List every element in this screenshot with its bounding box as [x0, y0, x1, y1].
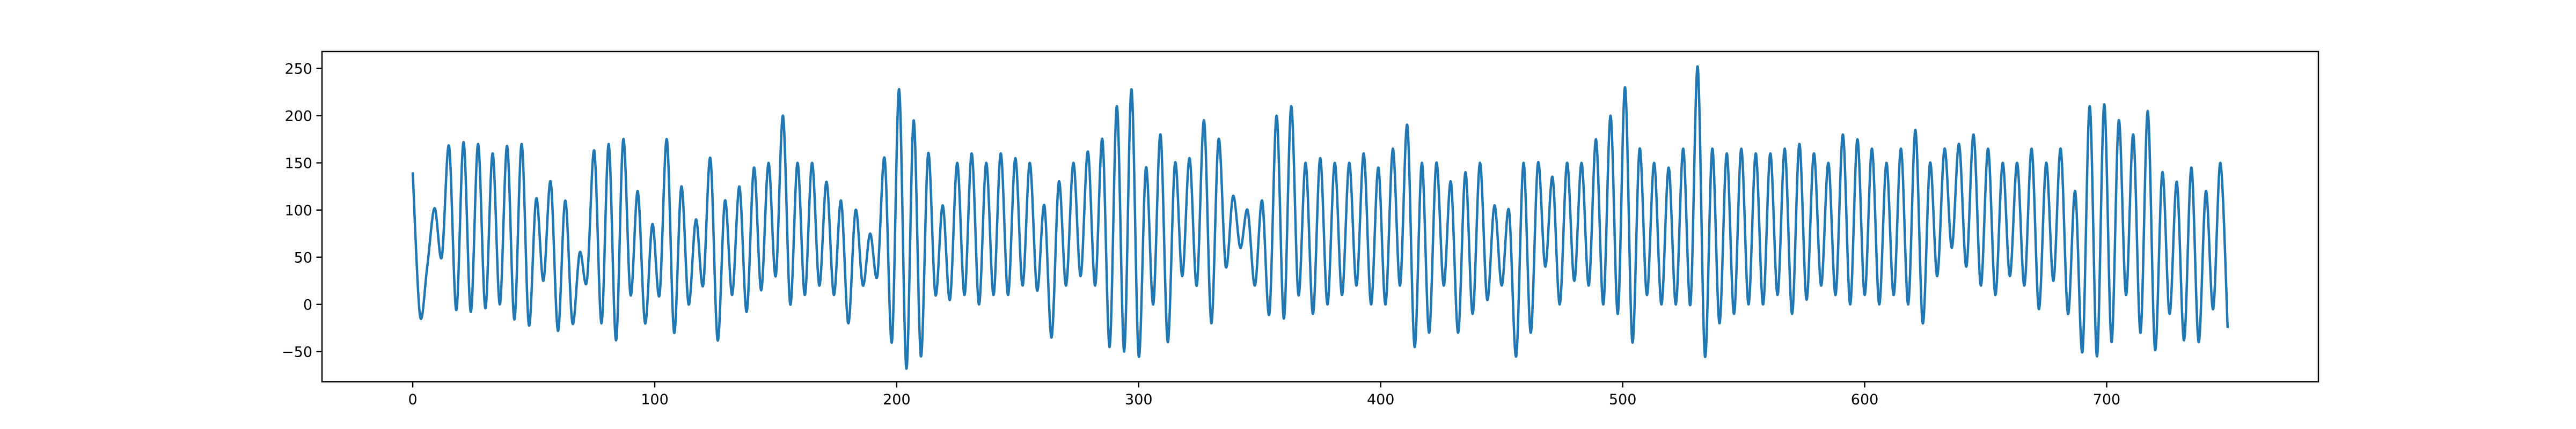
series-line: [411, 65, 2229, 370]
y-tick-label: 150: [284, 156, 312, 172]
y-tick-label: 250: [284, 61, 312, 78]
plot-series: [411, 65, 2229, 370]
x-axis: 0 100 200 300 400 500 600 700: [408, 382, 2120, 408]
y-tick-label: 50: [294, 250, 312, 267]
y-tick-label: −50: [282, 344, 312, 361]
y-axis: −50 0 50 100 150 200 250: [282, 61, 322, 361]
y-tick-label: 100: [284, 203, 312, 219]
x-tick-label: 0: [408, 391, 417, 408]
x-tick-label: 700: [2093, 391, 2121, 408]
x-tick-label: 400: [1367, 391, 1395, 408]
x-tick-label: 100: [641, 391, 669, 408]
x-tick-label: 200: [883, 391, 911, 408]
x-tick-label: 300: [1125, 391, 1153, 408]
axes-frame: [321, 50, 2319, 383]
x-tick-label: 600: [1851, 391, 1879, 408]
y-tick-label: 0: [303, 297, 312, 314]
x-tick-label: 500: [1609, 391, 1637, 408]
y-tick-label: 200: [284, 108, 312, 125]
